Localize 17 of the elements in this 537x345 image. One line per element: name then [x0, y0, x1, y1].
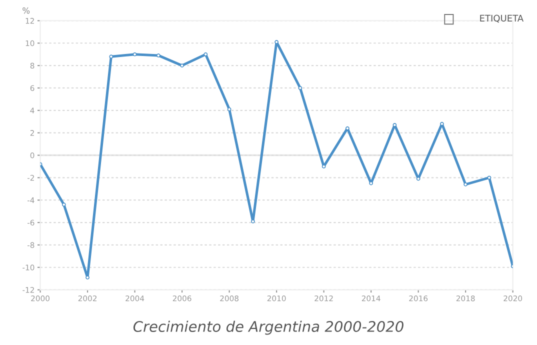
annotation: ETIQUETA	[480, 14, 524, 23]
point	[204, 52, 208, 56]
point	[274, 40, 279, 44]
point	[227, 107, 232, 112]
point	[322, 164, 326, 168]
point	[156, 54, 160, 58]
point	[487, 176, 492, 180]
y-axis-title: %	[22, 7, 30, 14]
point	[62, 202, 66, 207]
point	[464, 182, 468, 186]
point	[298, 86, 302, 90]
point	[109, 54, 114, 59]
text: Crecimiento de Argentina 2000-2020	[133, 320, 404, 335]
point	[180, 64, 184, 68]
point	[132, 52, 137, 56]
point	[392, 123, 397, 127]
point	[86, 276, 90, 280]
